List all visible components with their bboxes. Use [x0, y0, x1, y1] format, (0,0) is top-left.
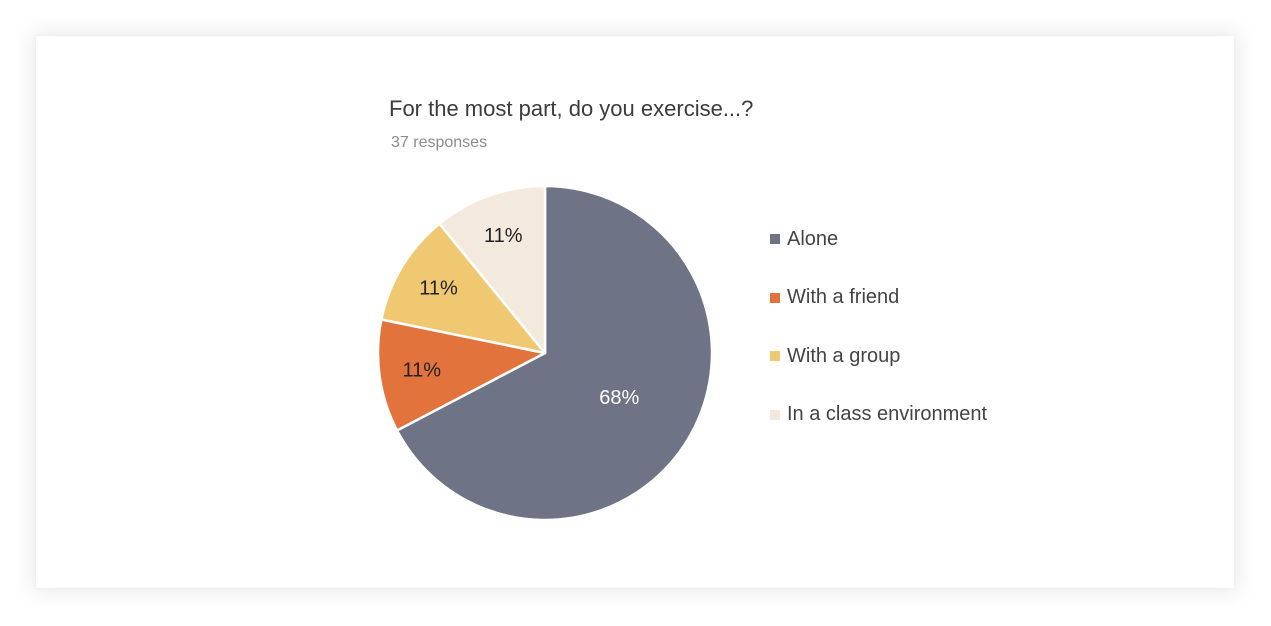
legend-item-2[interactable]: With a group	[770, 343, 987, 369]
legend-item-0[interactable]: Alone	[770, 226, 987, 252]
legend: Alone With a friend With a group In a class…	[770, 226, 987, 460]
slice-label-3: 11%	[484, 225, 523, 247]
slice-label-2: 11%	[419, 278, 458, 300]
legend-label: In a class environment	[787, 403, 988, 425]
pie-slice-0[interactable]	[395, 184, 714, 522]
pie-slice-2[interactable]	[380, 222, 547, 355]
legend-label: Alone	[787, 227, 839, 250]
pie-slice-3[interactable]	[438, 184, 547, 355]
legend-label: With a group	[787, 344, 901, 367]
slice-label-1: 11%	[403, 359, 442, 381]
chart-title: For the most part, do you exercise...?	[389, 96, 754, 121]
slice-label-0: 68%	[599, 387, 639, 409]
legend-label: With a friend	[787, 286, 900, 308]
pie-slice-1[interactable]	[376, 318, 547, 432]
response-count: 37 responses	[391, 134, 488, 151]
legend-item-3[interactable]: In a class environment	[770, 402, 987, 428]
legend-swatch	[770, 409, 780, 420]
legend-item-1[interactable]: With a friend	[770, 285, 987, 311]
legend-swatch	[770, 292, 780, 303]
legend-swatch	[770, 234, 780, 244]
legend-swatch	[770, 351, 780, 361]
